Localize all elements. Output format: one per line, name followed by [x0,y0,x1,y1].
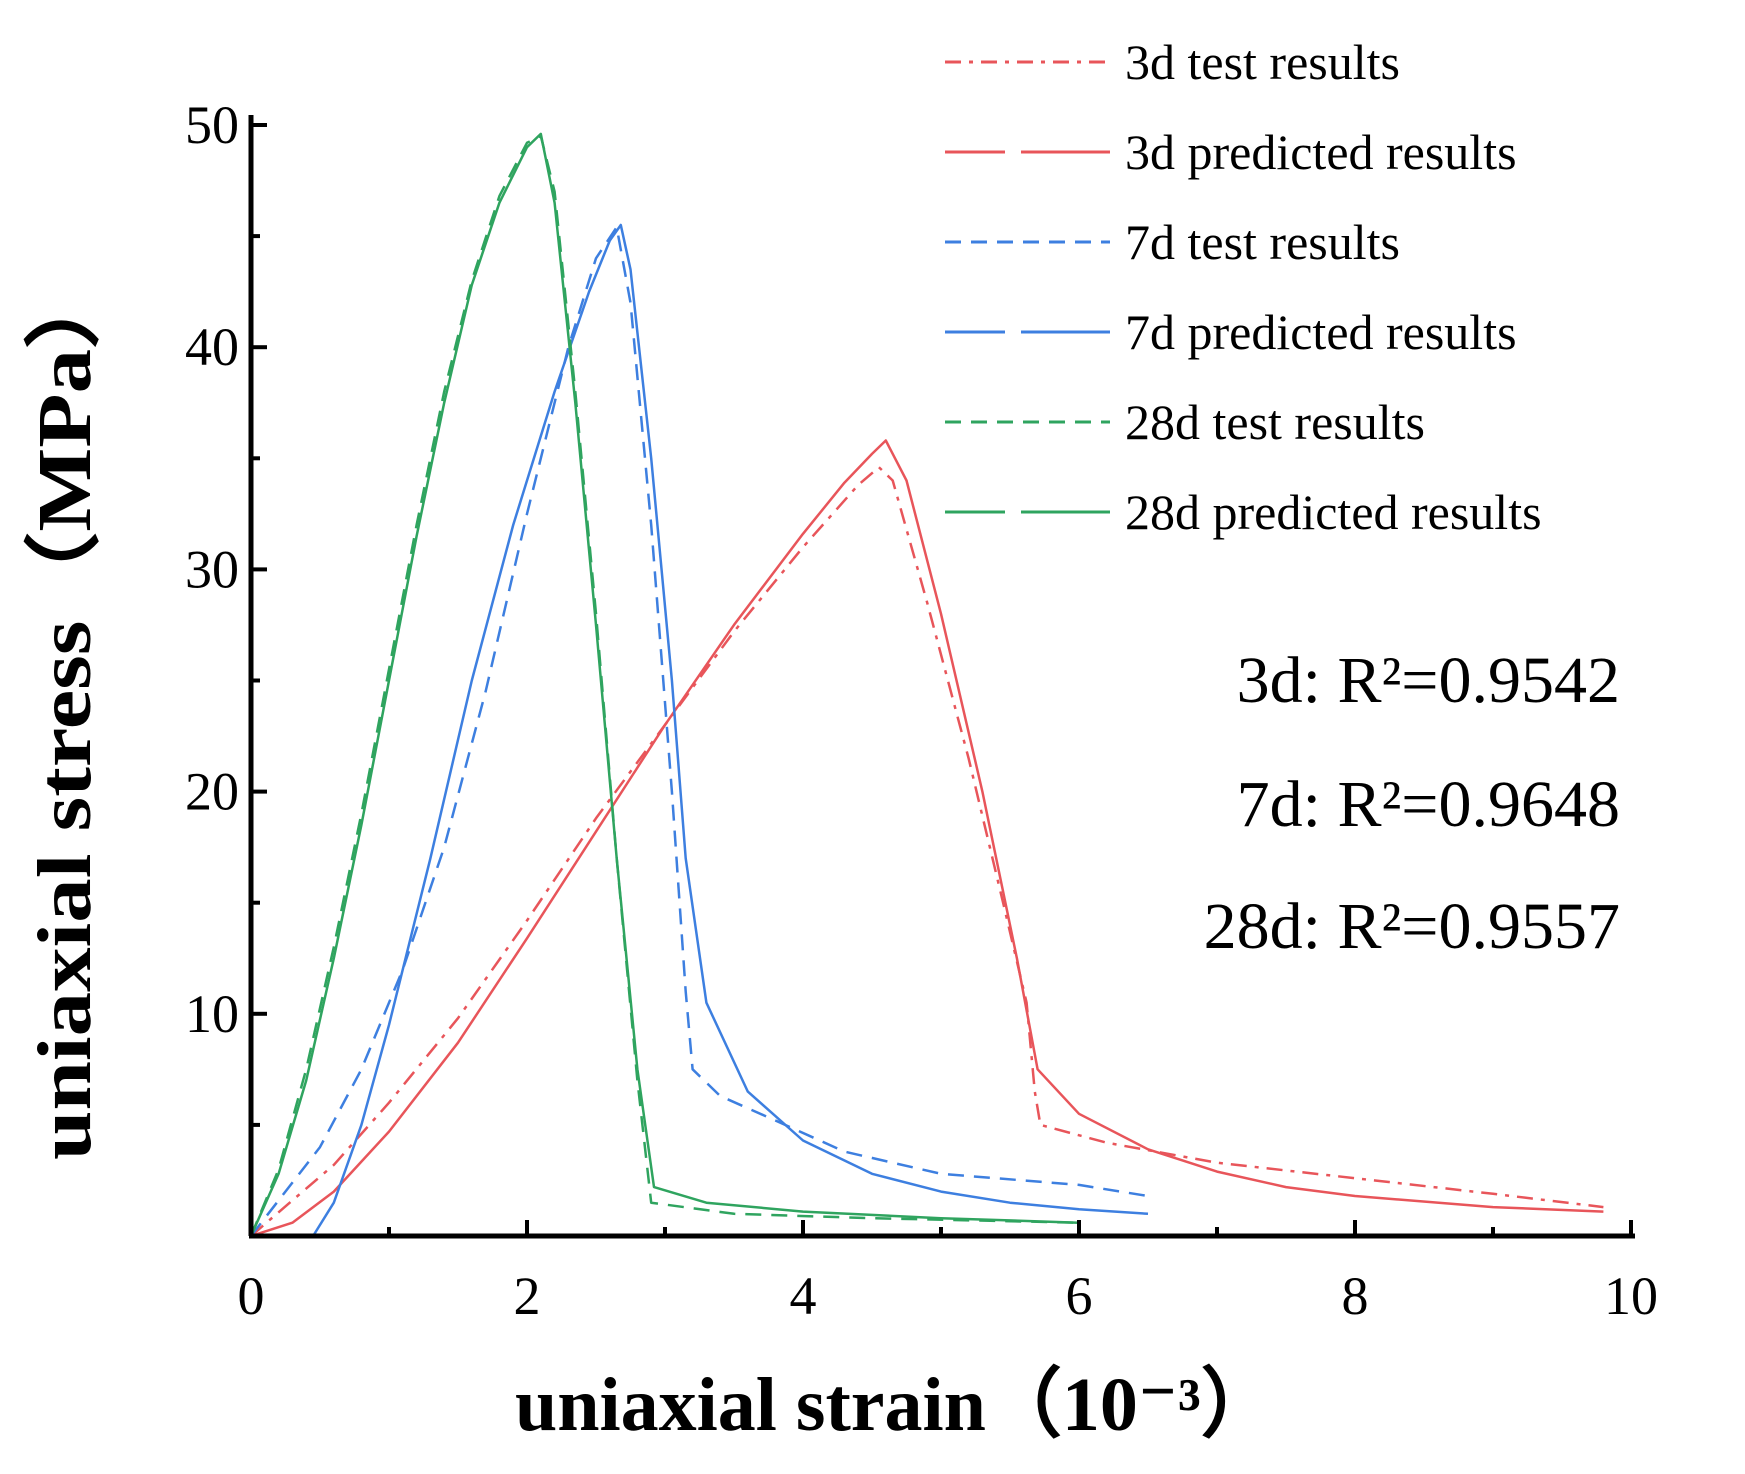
x-tick-label: 2 [514,1266,541,1326]
r2-3d-label: 3d: R²=0.9542 [1237,644,1620,717]
y-tick-label: 20 [185,762,239,822]
x-tick-label: 10 [1604,1266,1658,1326]
x-axis-title-main: uniaxial strain [515,1363,986,1447]
r2-7d-label: 7d: R²=0.9648 [1237,768,1620,841]
y-tick-label: 10 [185,984,239,1044]
legend-label-1: 3d predicted results [1125,124,1517,180]
ticks-layer: 0 2 4 6 8 10 10 20 30 40 50 [185,95,1658,1326]
legend-label-4: 28d test results [1125,394,1425,450]
series-line-3 [312,223,1149,1237]
y-tick-label: 40 [185,317,239,377]
y-tick-label: 30 [185,539,239,599]
series-line-1 [250,439,1604,1238]
r2-28d-label: 28d: R²=0.9557 [1204,890,1620,963]
legend-label-5: 28d predicted results [1125,484,1542,540]
series-line-2 [250,225,1149,1237]
x-tick-label: 6 [1066,1266,1093,1326]
series-line-5 [249,132,1080,1237]
y-axis-title: uniaxial stress（MPa） [23,260,107,1160]
legend: 3d test results 3d predicted results 7d te… [945,34,1542,540]
legend-label-2: 7d test results [1125,214,1400,270]
x-tick-label: 8 [1342,1266,1369,1326]
r2-annotations: 3d: R²=0.9542 7d: R²=0.9648 28d: R²=0.95… [1204,644,1620,963]
series-line-0 [250,465,1604,1237]
x-axis-title-unit: （10⁻³） [986,1363,1277,1447]
series-layer [249,132,1604,1238]
series-line-4 [249,134,1080,1237]
legend-label-0: 3d test results [1125,34,1400,90]
x-axis-title: uniaxial strain（10⁻³） [515,1363,1277,1447]
legend-label-3: 7d predicted results [1125,304,1517,360]
y-tick-label: 50 [185,95,239,155]
plot-area: 0 2 4 6 8 10 10 20 30 40 50 [185,95,1658,1326]
x-tick-label: 0 [238,1266,265,1326]
x-tick-label: 4 [790,1266,817,1326]
